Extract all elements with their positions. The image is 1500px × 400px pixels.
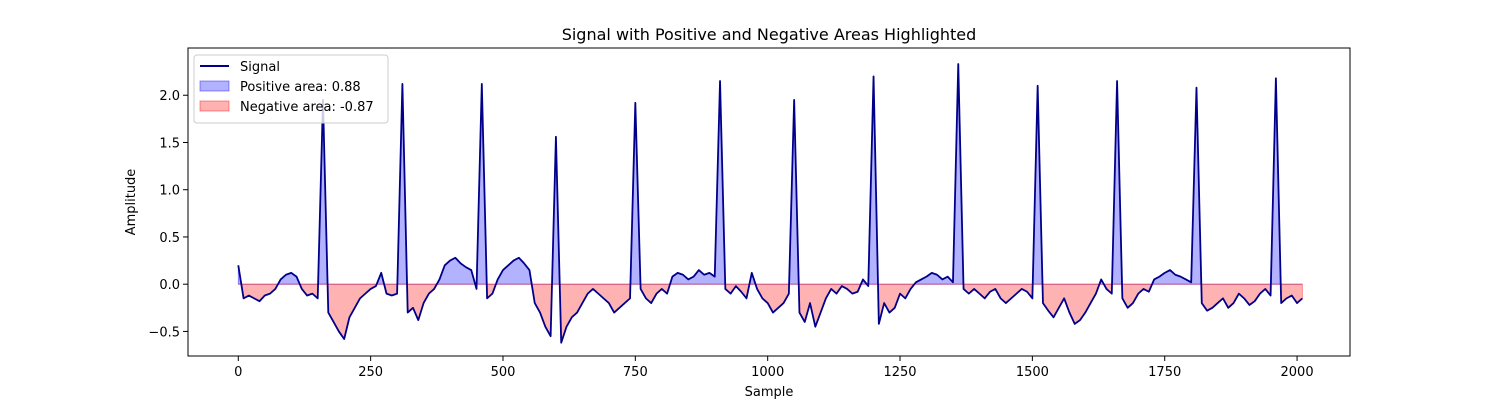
x-tick-label: 2000 <box>1281 365 1314 380</box>
y-tick-label: 1.0 <box>159 184 180 199</box>
y-tick-label: 0.5 <box>159 231 180 246</box>
legend-signal-label: Signal <box>240 60 280 75</box>
x-tick-label: 0 <box>234 365 242 380</box>
x-tick-label: 1000 <box>751 365 784 380</box>
axes-frame <box>187 47 1351 357</box>
y-axis-label: Amplitude <box>124 169 139 236</box>
legend-positive-swatch <box>199 80 230 92</box>
legend-negative-label: Negative area: -0.87 <box>240 100 374 115</box>
plot-area <box>237 63 1303 344</box>
legend-positive-label: Positive area: 0.88 <box>240 80 361 95</box>
y-tick-label: −0.5 <box>148 325 180 340</box>
signal-line <box>237 63 1303 344</box>
chart-title: Signal with Positive and Negative Areas … <box>562 25 977 44</box>
y-tick-label: 0.0 <box>159 278 180 293</box>
y-tick-label: 1.5 <box>159 136 180 151</box>
x-tick-label: 1750 <box>1148 365 1181 380</box>
x-tick-label: 500 <box>491 365 516 380</box>
legend-negative-swatch <box>199 100 230 112</box>
x-tick-label: 750 <box>623 365 648 380</box>
x-axis-label: Sample <box>745 385 794 400</box>
x-tick-label: 1250 <box>883 365 916 380</box>
x-tick-label: 1500 <box>1016 365 1049 380</box>
y-tick-label: 2.0 <box>159 89 180 104</box>
legend-box <box>193 54 389 124</box>
legend: Signal Positive area: 0.88 Negative area… <box>193 54 389 124</box>
y-axis: −0.5 0.0 0.5 1.0 1.5 2.0 <box>148 89 188 340</box>
x-tick-label: 250 <box>358 365 383 380</box>
x-axis: 0 250 500 750 1000 1250 1500 1750 2000 <box>234 356 1314 380</box>
